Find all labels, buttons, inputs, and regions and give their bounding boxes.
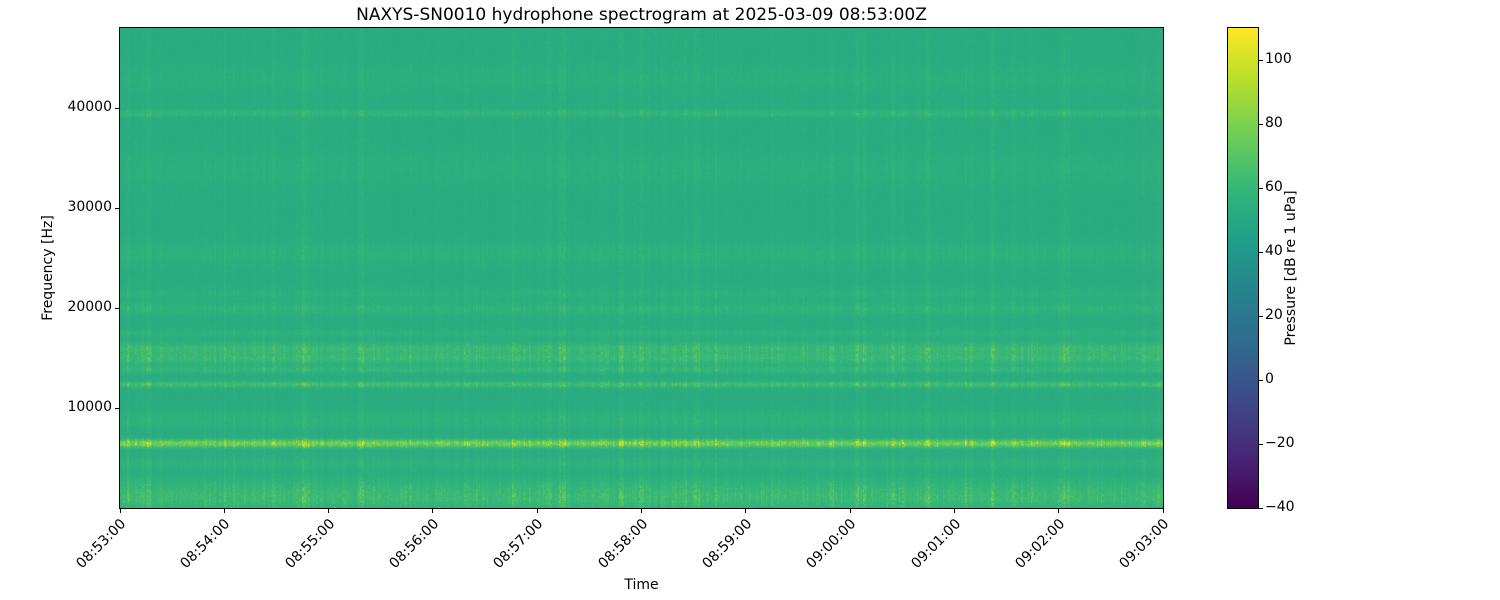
colorbar-tick-mark bbox=[1259, 507, 1263, 509]
x-tick-label: 09:02:00 bbox=[1012, 516, 1069, 572]
x-tick-mark bbox=[1162, 509, 1164, 513]
x-tick-mark bbox=[641, 509, 642, 513]
colorbar-tick-mark bbox=[1259, 443, 1263, 445]
x-tick-label: 08:57:00 bbox=[490, 516, 547, 572]
colorbar-tick-label: −40 bbox=[1265, 499, 1295, 515]
colorbar-tick-mark bbox=[1259, 187, 1263, 189]
colorbar-tick-label: 0 bbox=[1265, 371, 1274, 387]
x-tick-label: 09:03:00 bbox=[1116, 516, 1173, 572]
x-tick-mark bbox=[119, 509, 121, 513]
colorbar-tick-label: 20 bbox=[1265, 307, 1283, 323]
x-tick-mark bbox=[745, 509, 747, 513]
colorbar-tick-mark bbox=[1259, 59, 1263, 61]
y-tick-label: 40000 bbox=[67, 99, 112, 115]
colorbar-gradient bbox=[1228, 28, 1258, 508]
colorbar-tick-mark bbox=[1259, 123, 1263, 125]
colorbar-tick-label: −20 bbox=[1265, 435, 1295, 451]
x-tick-label: 09:00:00 bbox=[803, 516, 860, 572]
colorbar-tick-mark bbox=[1259, 315, 1263, 317]
colorbar-tick-label: 60 bbox=[1265, 179, 1283, 195]
x-tick-mark bbox=[536, 509, 538, 513]
y-tick-mark bbox=[115, 107, 119, 109]
y-tick-label: 10000 bbox=[67, 399, 112, 415]
x-tick-mark bbox=[953, 509, 955, 513]
colorbar-label: Pressure [dB re 1 uPa] bbox=[1283, 190, 1299, 346]
spectrogram-heatmap bbox=[120, 28, 1163, 508]
x-tick-label: 09:01:00 bbox=[907, 516, 964, 572]
x-tick-label: 08:56:00 bbox=[386, 516, 443, 572]
colorbar-tick-label: 80 bbox=[1265, 115, 1283, 131]
y-tick-mark bbox=[115, 407, 119, 409]
x-tick-label: 08:55:00 bbox=[282, 516, 338, 572]
y-tick-label: 20000 bbox=[67, 299, 112, 315]
y-tick-mark bbox=[115, 207, 119, 209]
x-tick-mark bbox=[1058, 509, 1060, 513]
colorbar-tick-mark bbox=[1259, 379, 1263, 381]
colorbar-tick-label: 40 bbox=[1265, 243, 1283, 259]
x-tick-label: 08:54:00 bbox=[177, 516, 234, 572]
colorbar-tick-label: 100 bbox=[1265, 51, 1292, 67]
x-tick-label: 08:59:00 bbox=[699, 516, 756, 572]
y-axis-label: Frequency [Hz] bbox=[40, 215, 56, 321]
x-tick-label: 08:58:00 bbox=[595, 516, 651, 572]
x-axis-label: Time bbox=[624, 577, 659, 593]
x-tick-mark bbox=[223, 509, 225, 513]
x-tick-mark bbox=[849, 509, 851, 513]
x-tick-mark bbox=[328, 509, 330, 513]
chart-title: NAXYS-SN0010 hydrophone spectrogram at 2… bbox=[356, 5, 927, 25]
colorbar-tick-mark bbox=[1259, 251, 1263, 253]
x-tick-label: 08:53:00 bbox=[73, 516, 130, 572]
y-tick-mark bbox=[115, 307, 119, 309]
x-tick-mark bbox=[432, 509, 434, 513]
y-tick-label: 30000 bbox=[67, 199, 112, 215]
